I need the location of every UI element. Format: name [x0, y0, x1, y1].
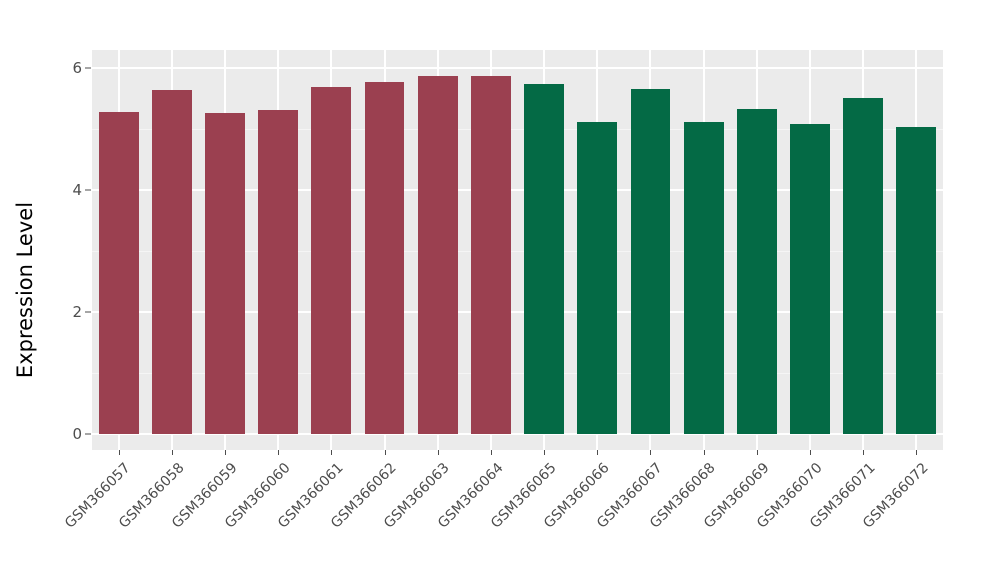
y-axis-title: Expression Level: [13, 201, 37, 379]
x-axis-tick-mark: [863, 450, 865, 455]
bar[interactable]: [311, 86, 352, 434]
x-axis-tick-mark: [650, 450, 652, 455]
bar[interactable]: [417, 75, 458, 434]
bar[interactable]: [790, 124, 830, 434]
y-axis-tick-mark: [85, 311, 91, 313]
gridline-major-y: [92, 189, 943, 191]
y-axis-tick-label: 2: [72, 303, 82, 321]
bar[interactable]: [258, 110, 299, 434]
x-axis-tick-mark: [278, 450, 280, 455]
bar[interactable]: [524, 84, 565, 434]
x-axis-tick-mark: [171, 450, 173, 455]
y-axis-tick-labels: 0 2 4 6: [58, 0, 82, 580]
x-axis-tick-mark: [331, 450, 333, 455]
x-axis-tick-mark: [756, 450, 758, 455]
y-axis-tick-mark: [85, 189, 91, 191]
x-axis-tick-mark: [437, 450, 439, 455]
bar[interactable]: [630, 88, 671, 434]
bar[interactable]: [683, 121, 724, 434]
bar[interactable]: [470, 75, 511, 434]
plot-panel: [92, 50, 943, 450]
x-axis-tick-mark: [384, 450, 386, 455]
x-axis-tick-mark: [490, 450, 492, 455]
x-axis-tick-mark: [224, 450, 226, 455]
gridline-major-y: [92, 67, 943, 69]
y-axis-tick-label: 6: [72, 59, 82, 77]
y-axis-tick-label: 4: [72, 181, 82, 199]
y-axis-tick-mark: [85, 67, 91, 69]
y-axis-tick-mark: [85, 433, 91, 435]
bar[interactable]: [736, 108, 777, 434]
bar[interactable]: [205, 113, 245, 434]
x-axis-tick-mark: [544, 450, 546, 455]
bar[interactable]: [896, 126, 937, 434]
gridline-minor-y: [92, 129, 943, 130]
x-axis-tick-mark: [810, 450, 812, 455]
bar[interactable]: [364, 82, 405, 434]
bar[interactable]: [151, 89, 192, 434]
bar[interactable]: [577, 122, 618, 434]
x-axis-tick-mark: [703, 450, 705, 455]
bar[interactable]: [98, 111, 139, 434]
y-axis-tick-label: 0: [72, 425, 82, 443]
gridline-minor-y: [92, 251, 943, 252]
gridline-minor-y: [92, 373, 943, 374]
x-axis-tick-mark: [118, 450, 120, 455]
x-axis-tick-mark: [597, 450, 599, 455]
x-axis-tick-mark: [916, 450, 918, 455]
bar[interactable]: [843, 97, 884, 434]
gridline-major-y: [92, 433, 943, 435]
gridline-major-y: [92, 311, 943, 313]
